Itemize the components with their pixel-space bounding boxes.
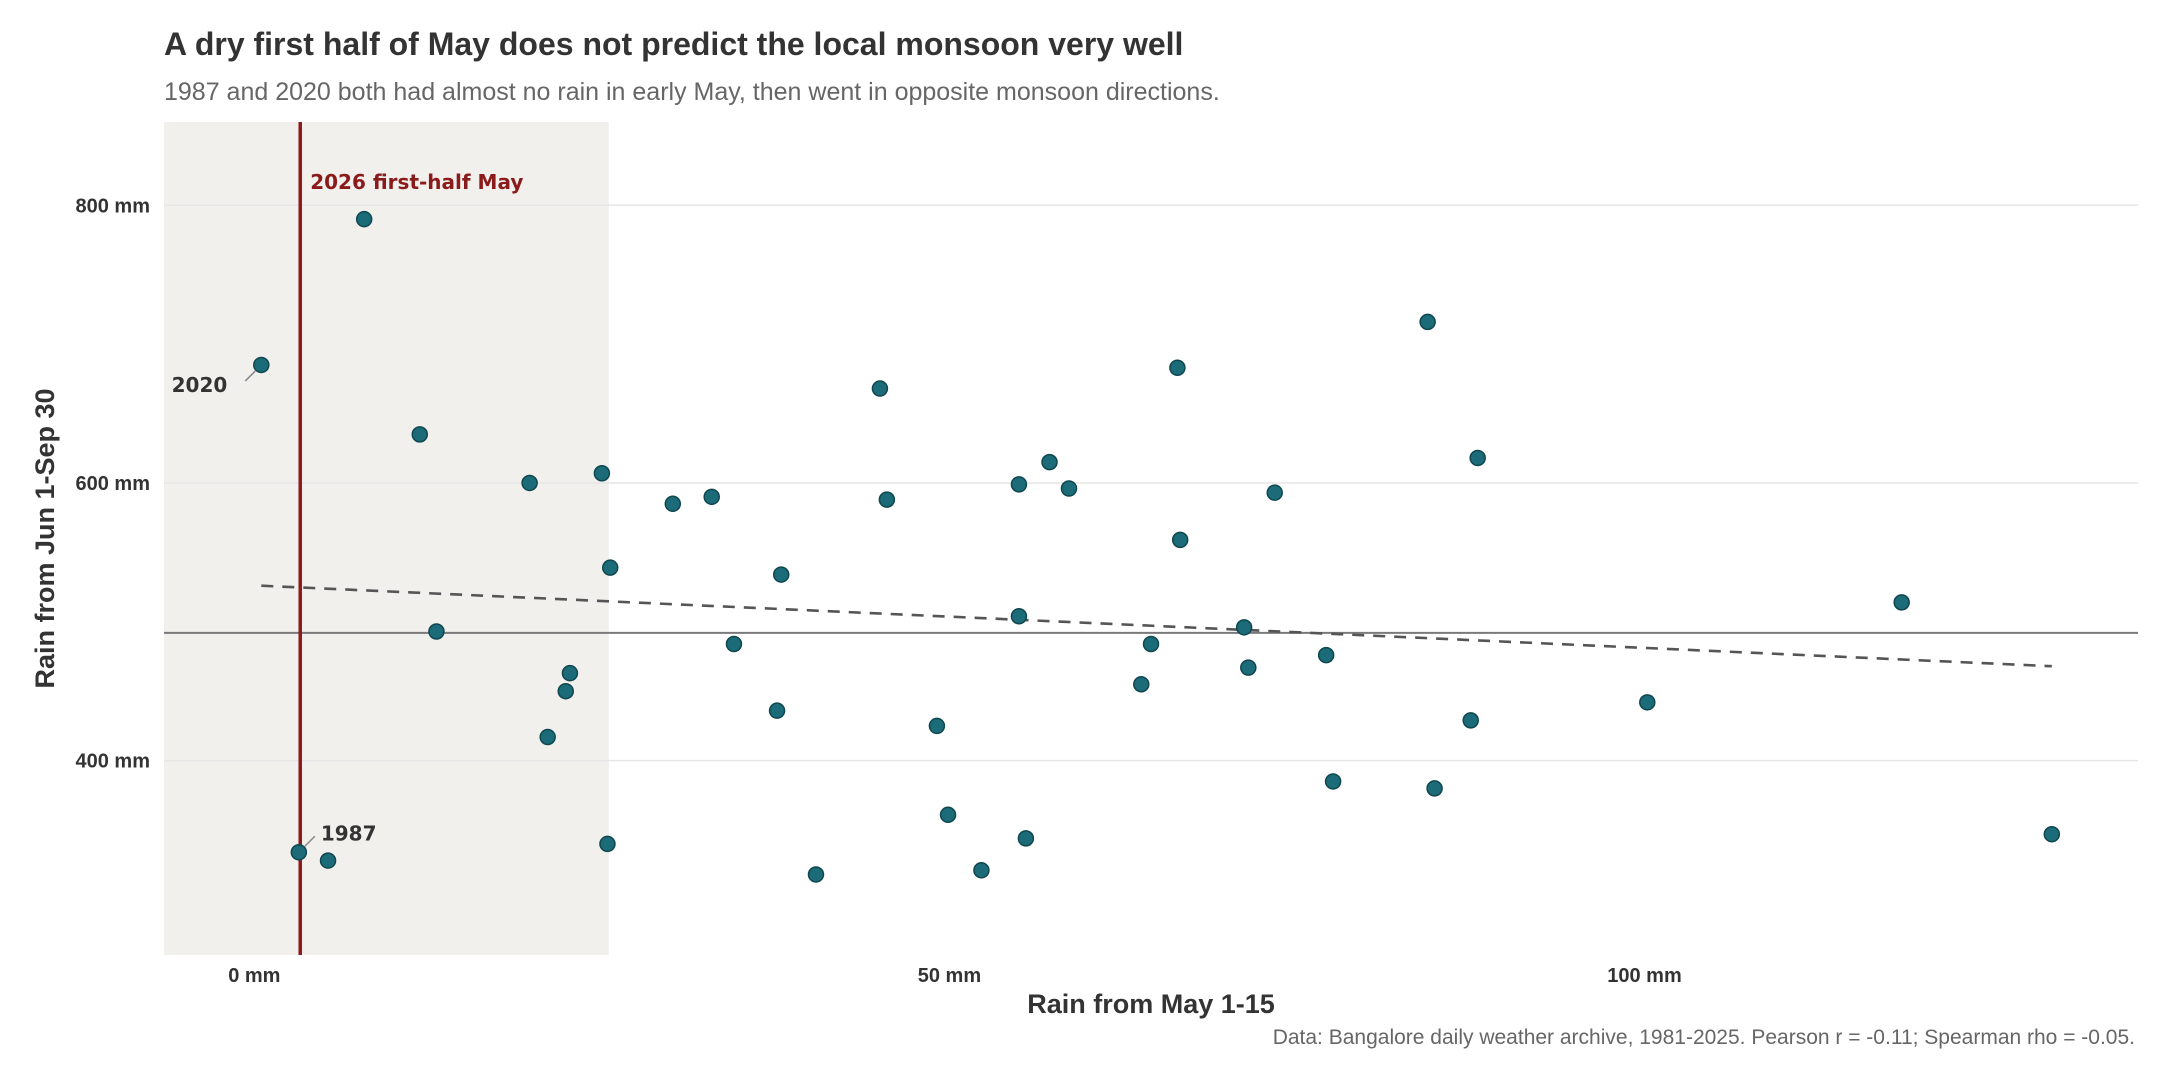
label-leader (244, 370, 256, 382)
shaded-band (164, 122, 609, 955)
trend-line (261, 584, 2052, 668)
data-point (1010, 476, 1028, 493)
data-point (253, 356, 270, 374)
data-point (557, 682, 575, 700)
data-point (2043, 825, 2061, 843)
points-layer (253, 210, 2061, 883)
data-point (355, 210, 373, 228)
x-tick-label: 0 mm (228, 965, 280, 987)
data-point (599, 835, 616, 853)
point-labels-layer: 2020 1987 (172, 370, 377, 847)
data-point (703, 488, 720, 506)
data-point (319, 852, 337, 869)
data-point (1419, 313, 1436, 331)
data-point (1171, 531, 1189, 549)
data-point (1469, 449, 1486, 467)
chart-caption: Data: Bangalore daily weather archive, 1… (1272, 1026, 2135, 1049)
data-point (1324, 773, 1342, 790)
x-tick-label: 100 mm (1607, 965, 1682, 987)
data-point (1017, 830, 1035, 847)
x-tick-label: 50 mm (918, 965, 981, 987)
data-point (928, 717, 946, 735)
data-point (871, 380, 889, 397)
chart-title: A dry first half of May does not predict… (164, 26, 1184, 62)
y-tick-label: 800 mm (76, 195, 151, 217)
data-point (772, 566, 790, 583)
data-point (878, 491, 896, 508)
data-point (1041, 453, 1058, 471)
y-tick-label: 400 mm (76, 751, 151, 773)
point-label: 1987 (321, 821, 377, 845)
data-point (411, 426, 429, 443)
data-point (1010, 607, 1028, 625)
data-point (428, 623, 445, 640)
data-point (539, 728, 556, 746)
data-point (1169, 359, 1186, 376)
data-point (1240, 659, 1257, 676)
data-point (601, 559, 619, 576)
data-point (725, 635, 743, 653)
y-tick-label: 600 mm (76, 473, 151, 495)
data-point (1142, 635, 1160, 653)
data-point (290, 844, 308, 861)
data-point (1235, 619, 1253, 636)
data-point (1426, 780, 1443, 797)
data-point (807, 866, 825, 883)
data-point (1893, 594, 1910, 611)
data-point (593, 464, 611, 482)
data-point (1639, 694, 1656, 711)
point-label: 2020 (172, 373, 228, 397)
data-point (768, 702, 786, 719)
data-point (521, 474, 538, 492)
data-point (1060, 480, 1078, 497)
y-axis-title: Rain from Jun 1-Sep 30 (30, 388, 60, 688)
x-axis-title: Rain from May 1-15 (1027, 989, 1275, 1019)
x-axis-ticks: 0 mm 50 mm 100 mm (228, 965, 1682, 987)
data-point (1462, 712, 1479, 729)
data-point (973, 862, 990, 879)
data-point (1266, 484, 1283, 501)
data-point (1133, 676, 1150, 693)
gridlines (164, 204, 2138, 762)
data-point (939, 806, 957, 824)
data-point (664, 495, 682, 513)
data-point (1317, 646, 1335, 664)
label-leader (304, 835, 316, 847)
chart-subtitle: 1987 and 2020 both had almost no rain in… (164, 78, 1220, 106)
data-point (561, 664, 579, 682)
y-axis-ticks: 400 mm 600 mm 800 mm (76, 195, 151, 772)
reference-line-label: 2026 first-half May (310, 170, 523, 194)
